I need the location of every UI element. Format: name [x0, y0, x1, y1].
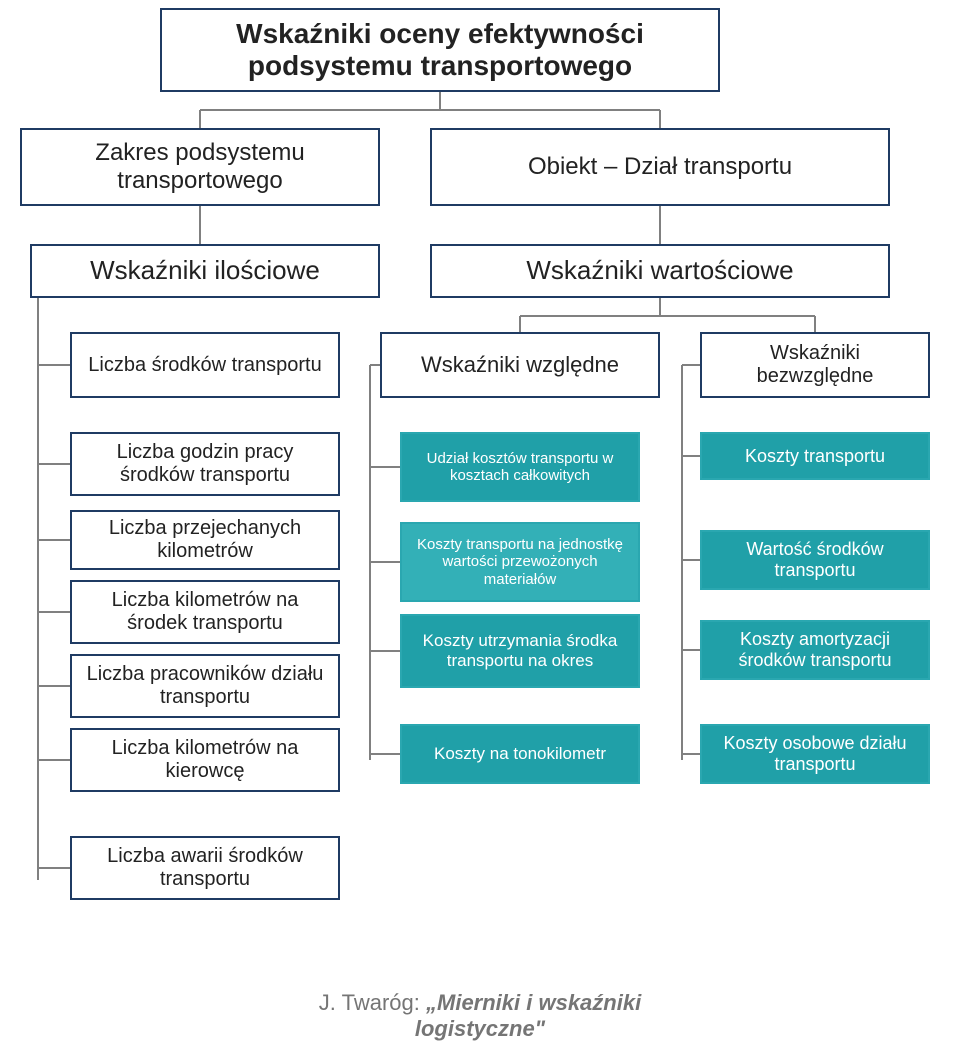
scope-box: Zakres podsystemu transportowego [20, 128, 380, 206]
colC-3: Koszty osobowe działu transportu [700, 724, 930, 784]
colC-0-text: Koszty transportu [745, 446, 885, 467]
colB-0: Udział kosztów transportu w kosztach cał… [400, 432, 640, 502]
colB-2-text: Koszty utrzymania środka transportu na o… [410, 631, 630, 670]
r4-left-text: Liczba środków transportu [88, 354, 321, 377]
value-box: Wskaźniki wartościowe [430, 244, 890, 298]
r4-right-box: Wskaźniki bezwzględne [700, 332, 930, 398]
colB-3: Koszty na tonokilometr [400, 724, 640, 784]
colC-0: Koszty transportu [700, 432, 930, 480]
footer-citation: J. Twaróg: „Mierniki i wskaźniki logisty… [260, 990, 700, 1042]
r4-mid-text: Wskaźniki względne [421, 352, 619, 377]
colB-0-text: Udział kosztów transportu w kosztach cał… [410, 450, 630, 485]
colC-2-text: Koszty amortyzacji środków transportu [710, 629, 920, 670]
colC-3-text: Koszty osobowe działu transportu [710, 733, 920, 774]
colC-1: Wartość środków transportu [700, 530, 930, 590]
colA-2-text: Liczba kilometrów na środek transportu [80, 589, 330, 635]
footer-author: J. Twaróg: [319, 990, 426, 1015]
colC-1-text: Wartość środków transportu [710, 539, 920, 580]
colA-2: Liczba kilometrów na środek transportu [70, 580, 340, 644]
colC-2: Koszty amortyzacji środków transportu [700, 620, 930, 680]
colA-4-text: Liczba kilometrów na kierowcę [80, 737, 330, 783]
colA-3-text: Liczba pracowników działu transportu [80, 663, 330, 709]
object-box: Obiekt – Dział transportu [430, 128, 890, 206]
title-box: Wskaźniki oceny efektywności podsystemu … [160, 8, 720, 92]
r4-right-text: Wskaźniki bezwzględne [710, 342, 920, 388]
colA-5: Liczba awarii środków transportu [70, 836, 340, 900]
colB-1: Koszty transportu na jednostkę wartości … [400, 522, 640, 602]
r4-mid-box: Wskaźniki względne [380, 332, 660, 398]
scope-text: Zakres podsystemu transportowego [30, 139, 370, 194]
title-text: Wskaźniki oceny efektywności podsystemu … [170, 18, 710, 82]
value-text: Wskaźniki wartościowe [526, 256, 793, 286]
colB-3-text: Koszty na tonokilometr [434, 744, 606, 764]
colB-2: Koszty utrzymania środka transportu na o… [400, 614, 640, 688]
colB-1-text: Koszty transportu na jednostkę wartości … [410, 536, 630, 588]
footer-title: „Mierniki i wskaźniki logistyczne" [415, 990, 641, 1041]
colA-5-text: Liczba awarii środków transportu [80, 845, 330, 891]
colA-4: Liczba kilometrów na kierowcę [70, 728, 340, 792]
quantitative-text: Wskaźniki ilościowe [90, 256, 320, 286]
colA-0-text: Liczba godzin pracy środków transportu [80, 441, 330, 487]
colA-0: Liczba godzin pracy środków transportu [70, 432, 340, 496]
colA-3: Liczba pracowników działu transportu [70, 654, 340, 718]
r4-left-box: Liczba środków transportu [70, 332, 340, 398]
quantitative-box: Wskaźniki ilościowe [30, 244, 380, 298]
colA-1-text: Liczba przejechanych kilometrów [80, 517, 330, 563]
colA-1: Liczba przejechanych kilometrów [70, 510, 340, 570]
object-text: Obiekt – Dział transportu [528, 153, 792, 181]
